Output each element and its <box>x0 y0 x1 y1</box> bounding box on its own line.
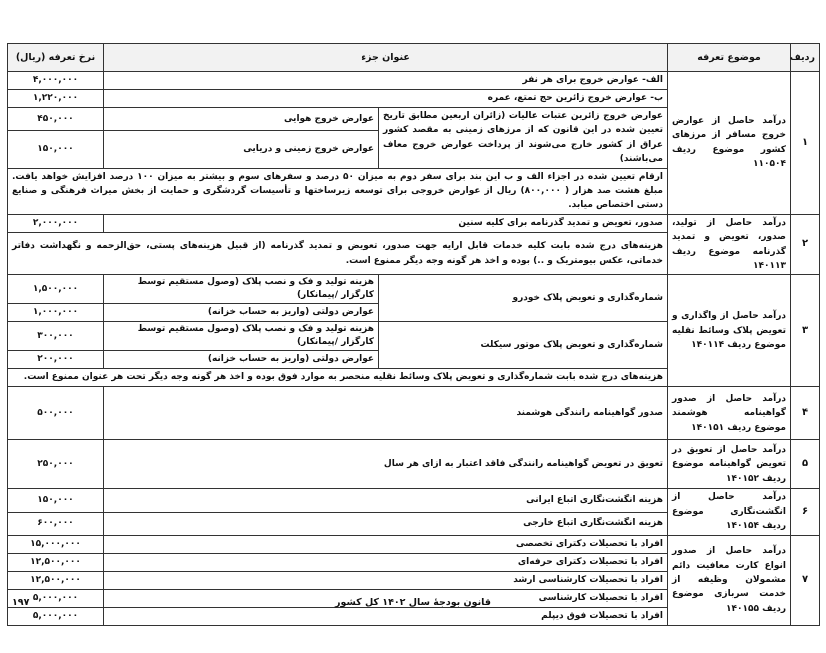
item-title: افراد با تحصیلات دکترای حرفه‌ای <box>102 552 669 572</box>
item-title: افراد با تحصیلات کارشناسی ارشد <box>102 570 669 590</box>
item-rate: ۱,۵۰۰,۰۰۰ <box>7 274 104 305</box>
item-title: شماره‌گذاری و تعویض پلاک موتور سیکلت <box>378 321 669 370</box>
table-row: ۶ درآمد حاصل از انگشت‌نگاری موضوع ردیف ۱… <box>7 488 821 536</box>
row-number: ۵ <box>790 439 821 490</box>
row-number: ۷ <box>790 534 821 626</box>
item-rate: ۱۲,۵۰۰,۰۰۰ <box>7 552 104 572</box>
tariff-table: ردیف موضوع تعرفه عنوان جزء نرخ تعرفه (ری… <box>6 43 821 626</box>
item-subtitle: عوارض خروج زمینی و دریایی <box>102 130 380 169</box>
item-title: عوارض خروج زائرین عتبات عالیات (زائران ا… <box>378 107 669 169</box>
item-rate: ۱,۲۲۰,۰۰۰ <box>7 89 104 108</box>
header-row-number: ردیف <box>790 43 821 72</box>
item-title: تعویق در تعویض گواهینامه رانندگی فاقد اع… <box>102 439 669 490</box>
item-subtitle: عوارض دولتی (واریز به حساب خزانه) <box>102 303 380 323</box>
header-title: عنوان جزء <box>102 43 669 72</box>
table-row: هزینه انگشت‌نگاری اتباع خارجی ۶۰۰,۰۰۰ <box>7 511 820 536</box>
table-row: افراد با تحصیلات کارشناسی ارشد ۱۲,۵۰۰,۰۰… <box>7 570 820 590</box>
item-rate: ۲۰۰,۰۰۰ <box>7 350 104 370</box>
row-number: ۴ <box>790 386 821 441</box>
item-subtitle: عوارض دولتی (واریز به حساب خزانه) <box>102 350 380 370</box>
item-title: هزینه انگشت‌نگاری اتباع ایرانی <box>102 488 669 513</box>
item-rate: ۱,۰۰۰,۰۰۰ <box>7 303 104 323</box>
footer-title: قانون بودجهٔ سال ۱۴۰۲ کل کشور <box>335 597 491 608</box>
item-rate: ۴۵۰,۰۰۰ <box>7 106 104 132</box>
item-rate: ۴,۰۰۰,۰۰۰ <box>7 71 104 90</box>
item-title: الف- عوارض خروج برای هر نفر <box>102 71 669 90</box>
item-title: هزینه انگشت‌نگاری اتباع خارجی <box>102 511 669 536</box>
item-title: صدور، تعویض و تمدید گذرنامه برای کلیه سن… <box>102 213 669 233</box>
item-title: صدور گواهینامه رانندگی هوشمند <box>102 386 669 441</box>
item-rate: ۵,۰۰۰,۰۰۰ <box>7 606 104 626</box>
item-rate: ۱۵۰,۰۰۰ <box>7 488 104 513</box>
row-subject: درآمد حاصل از واگذاری و تعویض پلاک وسائط… <box>667 274 792 388</box>
table-row: عوارض دولتی (واریز به حساب خزانه) ۲۰۰,۰۰… <box>7 350 820 370</box>
row-subject: درآمد حاصل از انگشت‌نگاری موضوع ردیف ۱۴۰… <box>667 488 792 536</box>
row-number: ۳ <box>790 274 821 388</box>
table-row: ۲ درآمد حاصل از تولید، صدور، تعویض و تمد… <box>7 213 821 276</box>
row-number: ۱ <box>790 71 821 215</box>
item-rate: ۶۰۰,۰۰۰ <box>7 511 104 536</box>
row-subject: درآمد حاصل از صدور گواهینامه هوشمند موضو… <box>667 386 792 441</box>
table-row: ب- عوارض خروج زائرین حج تمتع، عمره ۱,۲۲۰… <box>7 89 820 108</box>
table-header: ردیف موضوع تعرفه عنوان جزء نرخ تعرفه (ری… <box>7 43 821 72</box>
table-row: ۷ درآمد حاصل از صدور انواع کارت معافیت د… <box>7 534 821 626</box>
item-title: افراد با تحصیلات دکترای تخصصی <box>102 534 669 554</box>
item-rate: ۱۲,۵۰۰,۰۰۰ <box>7 570 104 590</box>
row-subject: درآمد حاصل از صدور انواع کارت معافیت دائ… <box>667 534 792 626</box>
table-row: عوارض خروج زائرین عتبات عالیات (زائران ا… <box>7 106 820 169</box>
item-rate: ۲۵۰,۰۰۰ <box>7 439 104 490</box>
item-title: افراد با تحصیلات فوق دیپلم <box>102 606 669 626</box>
item-title: ب- عوارض خروج زائرین حج تمتع، عمره <box>102 89 669 108</box>
item-subtitle: عوارض خروج هوایی <box>102 106 380 132</box>
header-subject: موضوع تعرفه <box>667 43 792 72</box>
row-subject: درآمد حاصل از تعویق در تعویض گواهینامه م… <box>667 439 792 490</box>
item-rate: ۵۰۰,۰۰۰ <box>7 386 104 441</box>
table-row: عوارض دولتی (واریز به حساب خزانه) ۱,۰۰۰,… <box>7 303 820 323</box>
row-note: هزینه‌های درج شده بابت کلیه خدمات قابل ا… <box>6 231 669 276</box>
item-subtitle: هزینه تولید و فک و نصب پلاک (وصول مستقیم… <box>102 274 380 305</box>
table-row: عوارض خروج زمینی و دریایی ۱۵۰,۰۰۰ <box>7 130 820 169</box>
table-row: ۴ درآمد حاصل از صدور گواهینامه هوشمند مو… <box>7 386 821 441</box>
header-rate: نرخ تعرفه (ریال) <box>7 43 104 72</box>
row-number: ۶ <box>790 488 821 536</box>
item-title: شماره‌گذاری و تعویض پلاک خودرو <box>378 274 669 323</box>
row-number: ۲ <box>790 213 821 276</box>
table-row: ارقام تعیین شده در اجزاء الف و ب این بند… <box>6 167 820 215</box>
item-rate: ۱۵,۰۰۰,۰۰۰ <box>7 534 104 554</box>
item-rate: ۱۵۰,۰۰۰ <box>7 130 104 169</box>
item-rate: ۲,۰۰۰,۰۰۰ <box>7 213 104 233</box>
item-subtitle: هزینه تولید و فک و نصب پلاک (وصول مستقیم… <box>102 321 380 352</box>
row-note: هزینه‌های درج شده بابت شماره‌گذاری و تعو… <box>6 368 669 388</box>
table-row: افراد با تحصیلات فوق دیپلم ۵,۰۰۰,۰۰۰ <box>7 606 820 626</box>
row-note: ارقام تعیین شده در اجزاء الف و ب این بند… <box>6 167 669 215</box>
table-row: شماره‌گذاری و تعویض پلاک موتور سیکلت هزی… <box>7 321 820 370</box>
item-rate: ۳۰۰,۰۰۰ <box>7 321 104 352</box>
row-subject: درآمد حاصل از تولید، صدور، تعویض و تمدید… <box>667 213 792 276</box>
table-row: ۱ درآمد حاصل از عوارض خروج مسافر از مرزه… <box>7 71 821 215</box>
table-row: ۵ درآمد حاصل از تعویق در تعویض گواهینامه… <box>7 439 821 490</box>
table-row: ۳ درآمد حاصل از واگذاری و تعویض پلاک وسا… <box>7 274 821 388</box>
table-row: افراد با تحصیلات دکترای حرفه‌ای ۱۲,۵۰۰,۰… <box>7 552 820 572</box>
row-subject: درآمد حاصل از عوارض خروج مسافر از مرزهای… <box>667 71 792 215</box>
page-number: ۱۹۷ <box>12 597 30 608</box>
